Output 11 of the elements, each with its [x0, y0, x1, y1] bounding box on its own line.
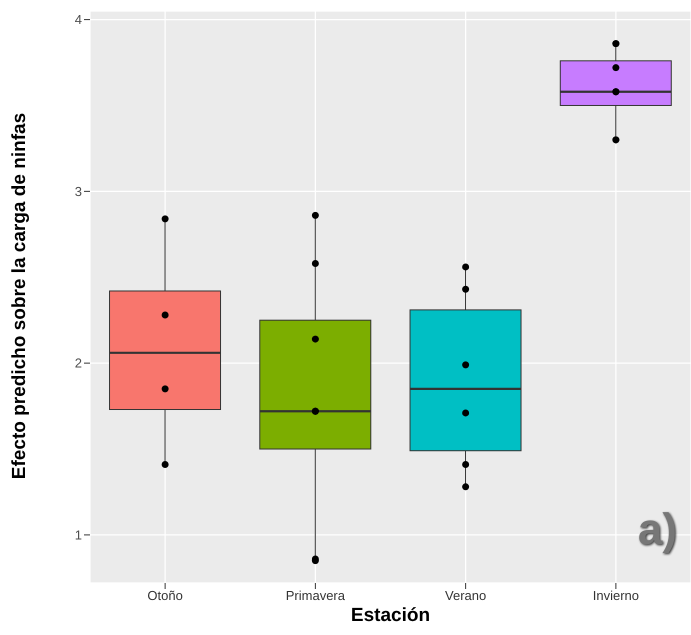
x-tick-label: Primavera [286, 588, 346, 604]
x-axis-title: Estación [350, 605, 432, 627]
y-tick-label: 4 [74, 12, 82, 28]
y-tick-label: 1 [74, 528, 82, 543]
x-tick-label: Otoño [147, 588, 183, 604]
x-tick-label: Verano [445, 588, 486, 604]
y-tick-label: 3 [74, 184, 82, 199]
y-tick-label: 2 [74, 356, 82, 371]
x-tick-label: Invierno [592, 588, 639, 604]
y-axis-title: Efecto predicho sobre la carga de ninfas [9, 112, 31, 479]
annotation: a) [638, 505, 677, 555]
